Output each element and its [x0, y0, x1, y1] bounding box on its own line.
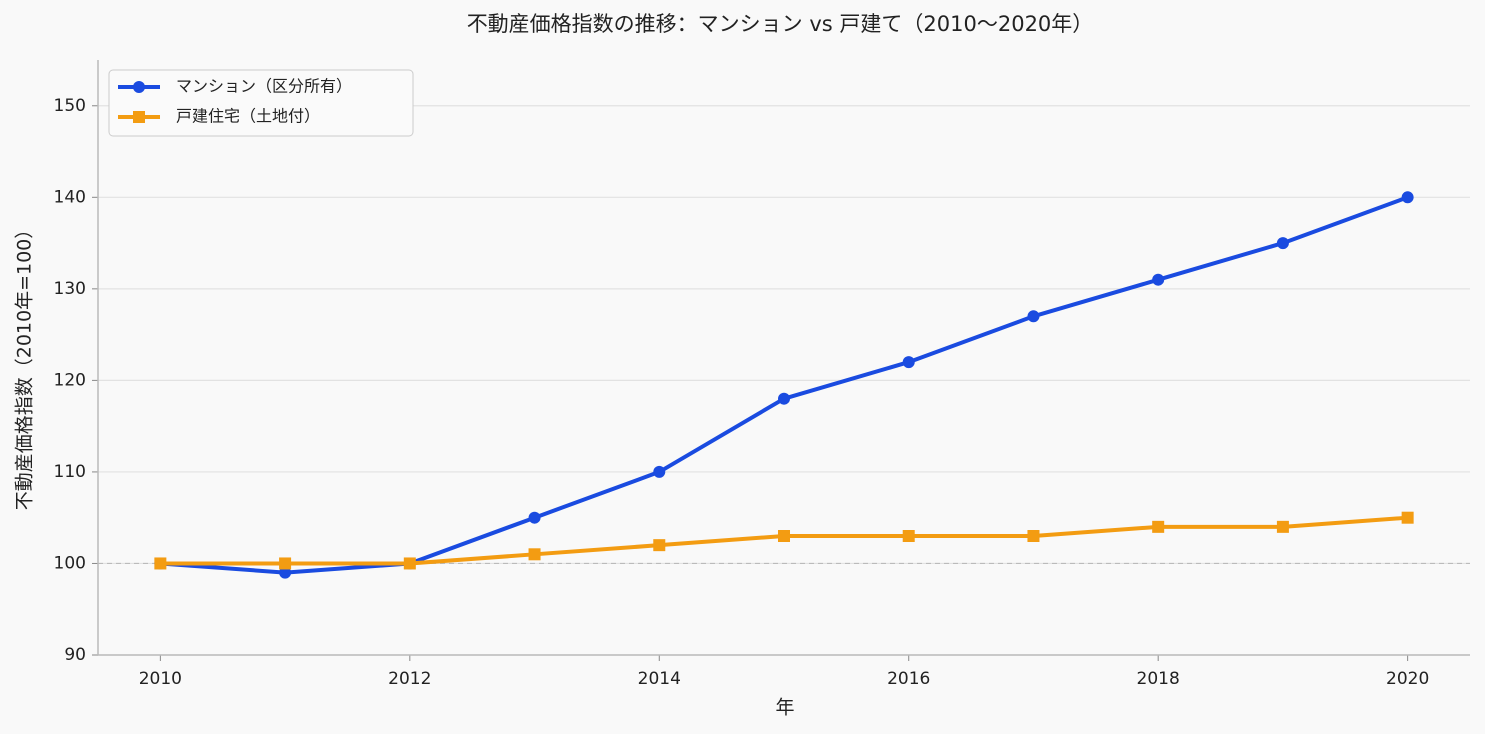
- legend-label: マンション（区分所有）: [176, 77, 352, 96]
- marker: [154, 557, 167, 570]
- y-tick-label: 130: [54, 279, 86, 299]
- marker: [1401, 511, 1414, 524]
- x-tick-label: 2018: [1137, 669, 1180, 689]
- x-tick-label: 2010: [139, 669, 182, 689]
- y-axis-label: 不動産価格指数（2010年=100）: [14, 220, 36, 511]
- y-tick-label: 110: [54, 462, 86, 482]
- marker: [403, 557, 416, 570]
- chart-title: 不動産価格指数の推移：マンション vs 戸建て（2010〜2020年）: [467, 12, 1094, 36]
- x-tick-label: 2012: [388, 669, 431, 689]
- x-tick-label: 2020: [1386, 669, 1429, 689]
- marker: [653, 539, 666, 552]
- marker: [1401, 191, 1414, 204]
- marker: [528, 548, 541, 561]
- y-tick-label: 100: [54, 553, 86, 573]
- marker: [133, 81, 145, 93]
- marker: [902, 530, 915, 542]
- marker: [133, 111, 145, 123]
- x-tick-label: 2014: [638, 669, 681, 689]
- marker: [1152, 520, 1165, 533]
- marker: [653, 465, 666, 478]
- marker: [1276, 237, 1289, 250]
- legend-label: 戸建住宅（土地付）: [176, 107, 320, 126]
- y-tick-label: 150: [54, 96, 86, 116]
- y-tick-label: 90: [64, 645, 86, 665]
- marker: [1027, 310, 1040, 323]
- x-tick-label: 2016: [887, 669, 930, 689]
- marker: [902, 356, 915, 369]
- marker: [778, 530, 790, 542]
- x-axis-label: 年: [775, 697, 794, 719]
- marker: [778, 392, 790, 405]
- marker: [1152, 273, 1165, 286]
- marker: [1276, 520, 1289, 533]
- marker: [528, 511, 541, 524]
- y-tick-label: 140: [54, 187, 86, 207]
- marker: [279, 557, 292, 570]
- marker: [279, 566, 292, 579]
- legend-box: [108, 69, 414, 137]
- y-tick-label: 120: [54, 370, 86, 390]
- marker: [1027, 530, 1040, 542]
